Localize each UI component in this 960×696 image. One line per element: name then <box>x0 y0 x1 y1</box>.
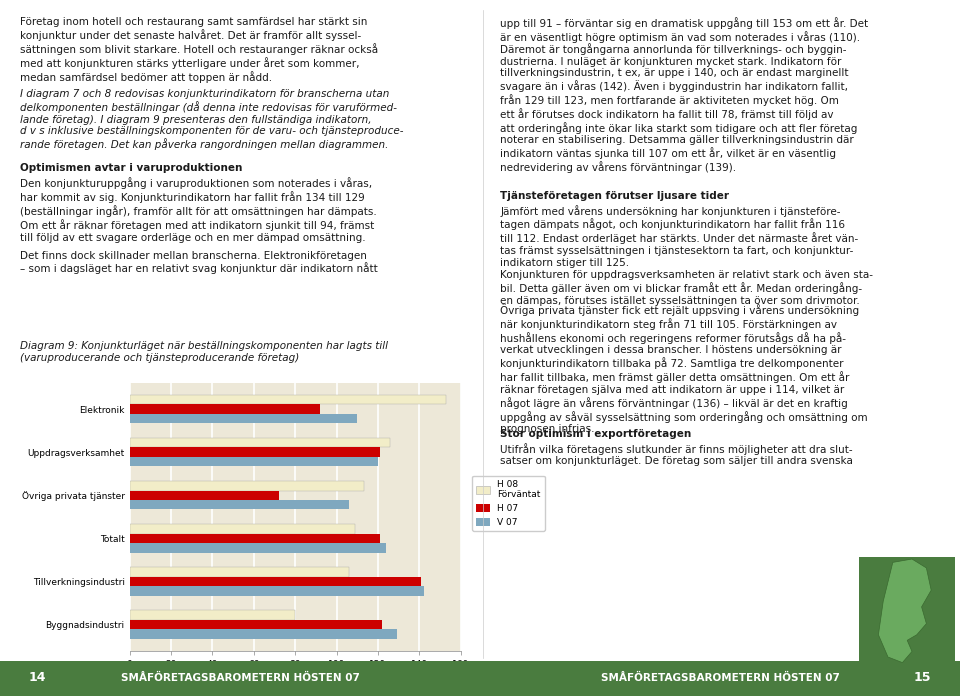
Text: Jämfört med vårens undersökning har konjunkturen i tjänsteföre-
tagen dämpats nå: Jämfört med vårens undersökning har konj… <box>500 205 858 267</box>
Text: Företag inom hotell och restaurang samt samfärdsel har stärkt sin
konjunktur und: Företag inom hotell och restaurang samt … <box>20 17 378 83</box>
Text: 15: 15 <box>914 672 931 684</box>
Bar <box>130 534 380 543</box>
Bar <box>130 524 355 534</box>
Bar <box>130 414 357 423</box>
Bar <box>130 576 421 586</box>
Text: Optimismen avtar i varuproduktionen: Optimismen avtar i varuproduktionen <box>20 163 243 173</box>
Bar <box>130 586 423 596</box>
Bar <box>130 491 278 500</box>
Text: 14: 14 <box>29 672 46 684</box>
Legend: H 08
Förväntat, H 07, V 07: H 08 Förväntat, H 07, V 07 <box>472 475 545 531</box>
Bar <box>130 404 320 414</box>
Bar <box>130 629 396 639</box>
Bar <box>130 567 349 576</box>
Bar <box>130 448 380 457</box>
Text: Stor optimism i exportföretagen: Stor optimism i exportföretagen <box>500 429 691 438</box>
Bar <box>130 610 296 619</box>
Bar <box>130 457 378 466</box>
Text: Den konjunkturuppgång i varuproduktionen som noterades i våras,
har kommit av si: Den konjunkturuppgång i varuproduktionen… <box>20 177 377 243</box>
Text: Diagram 9: Konjunkturläget när beställningskomponenten har lagts till
(varuprodu: Diagram 9: Konjunkturläget när beställni… <box>20 341 388 363</box>
Polygon shape <box>878 559 931 663</box>
Bar <box>130 395 446 404</box>
Text: upp till 91 – förväntar sig en dramatisk uppgång till 153 om ett år. Det
är en v: upp till 91 – förväntar sig en dramatisk… <box>500 17 868 43</box>
Text: Utifrån vilka företagens slutkunder är finns möjligheter att dra slut-
satser om: Utifrån vilka företagens slutkunder är f… <box>500 443 853 466</box>
Text: Tjänsteföretagen förutser ljusare tider: Tjänsteföretagen förutser ljusare tider <box>500 191 730 200</box>
Text: Det finns dock skillnader mellan branscherna. Elektronikföretagen
– som i dagslä: Det finns dock skillnader mellan bransch… <box>20 251 378 274</box>
Bar <box>130 500 349 509</box>
Bar <box>130 543 386 553</box>
Text: Däremot är tongångarna annorlunda för tillverknings- och byggin-
dustrierna. I n: Däremot är tongångarna annorlunda för ti… <box>500 43 857 173</box>
Bar <box>130 481 364 491</box>
Bar <box>130 619 382 629</box>
Text: Konjunkturen för uppdragsverksamheten är relativt stark och även sta-
bil. Detta: Konjunkturen för uppdragsverksamheten är… <box>500 270 874 306</box>
Text: I diagram 7 och 8 redovisas konjunkturindikatorn för branscherna utan
delkompone: I diagram 7 och 8 redovisas konjunkturin… <box>20 89 403 150</box>
Text: SMÅFÖRETAGSBAROMETERN HÖSTEN 07: SMÅFÖRETAGSBAROMETERN HÖSTEN 07 <box>121 673 359 683</box>
Text: SMÅFÖRETAGSBAROMETERN HÖSTEN 07: SMÅFÖRETAGSBAROMETERN HÖSTEN 07 <box>601 673 839 683</box>
Text: Nettotal: Nettotal <box>424 663 461 672</box>
Text: Övriga privata tjänster fick ett rejält uppsving i vårens undersökning
när konju: Övriga privata tjänster fick ett rejält … <box>500 304 868 434</box>
Bar <box>130 438 391 448</box>
